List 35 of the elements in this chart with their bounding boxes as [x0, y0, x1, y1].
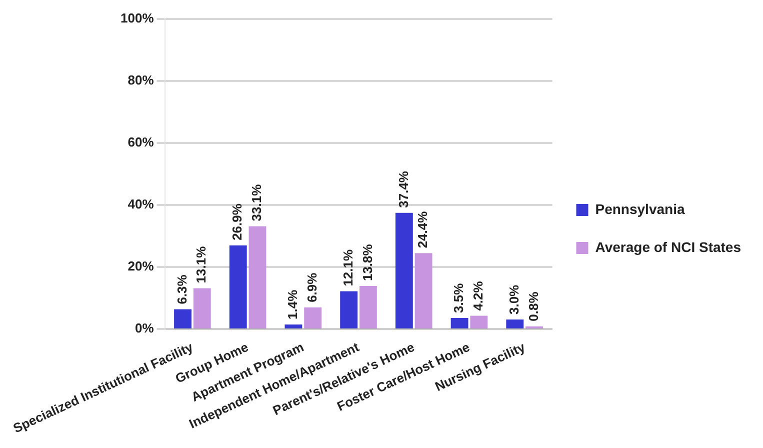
y-tick-label: 100% [120, 10, 154, 26]
data-label: 1.4% [285, 289, 300, 320]
legend-label: Pennsylvania [595, 200, 685, 217]
data-label: 37.4% [396, 170, 411, 208]
bar [359, 286, 377, 328]
data-label: 6.9% [304, 272, 320, 302]
legend-label: Average of NCI States [595, 238, 742, 255]
data-label: 4.2% [470, 280, 486, 311]
bar [395, 212, 413, 328]
data-label: 6.3% [174, 274, 190, 304]
bar [229, 245, 247, 328]
bar [248, 226, 266, 328]
bar [193, 288, 211, 328]
bar [470, 316, 488, 328]
bar [304, 307, 322, 328]
bar [174, 309, 192, 328]
data-label: 24.4% [415, 210, 430, 248]
bar [340, 291, 358, 328]
data-label: 13.8% [360, 244, 375, 282]
bar [506, 320, 524, 328]
data-label: 3.0% [506, 284, 522, 315]
data-label: 0.8% [526, 291, 541, 322]
bar [450, 318, 468, 328]
data-label: 33.1% [249, 184, 264, 222]
data-label: 13.1% [194, 246, 209, 284]
y-tick-label: 40% [128, 196, 154, 212]
y-tick-label: 80% [128, 72, 154, 88]
y-tick-label: 60% [128, 134, 154, 150]
data-label: 3.5% [451, 282, 466, 313]
data-label: 12.1% [340, 249, 356, 286]
data-label: 26.9% [230, 203, 245, 240]
bar [284, 324, 302, 328]
bar [414, 253, 432, 328]
y-tick-label: 20% [128, 258, 154, 274]
y-tick-label: 0% [134, 320, 154, 336]
